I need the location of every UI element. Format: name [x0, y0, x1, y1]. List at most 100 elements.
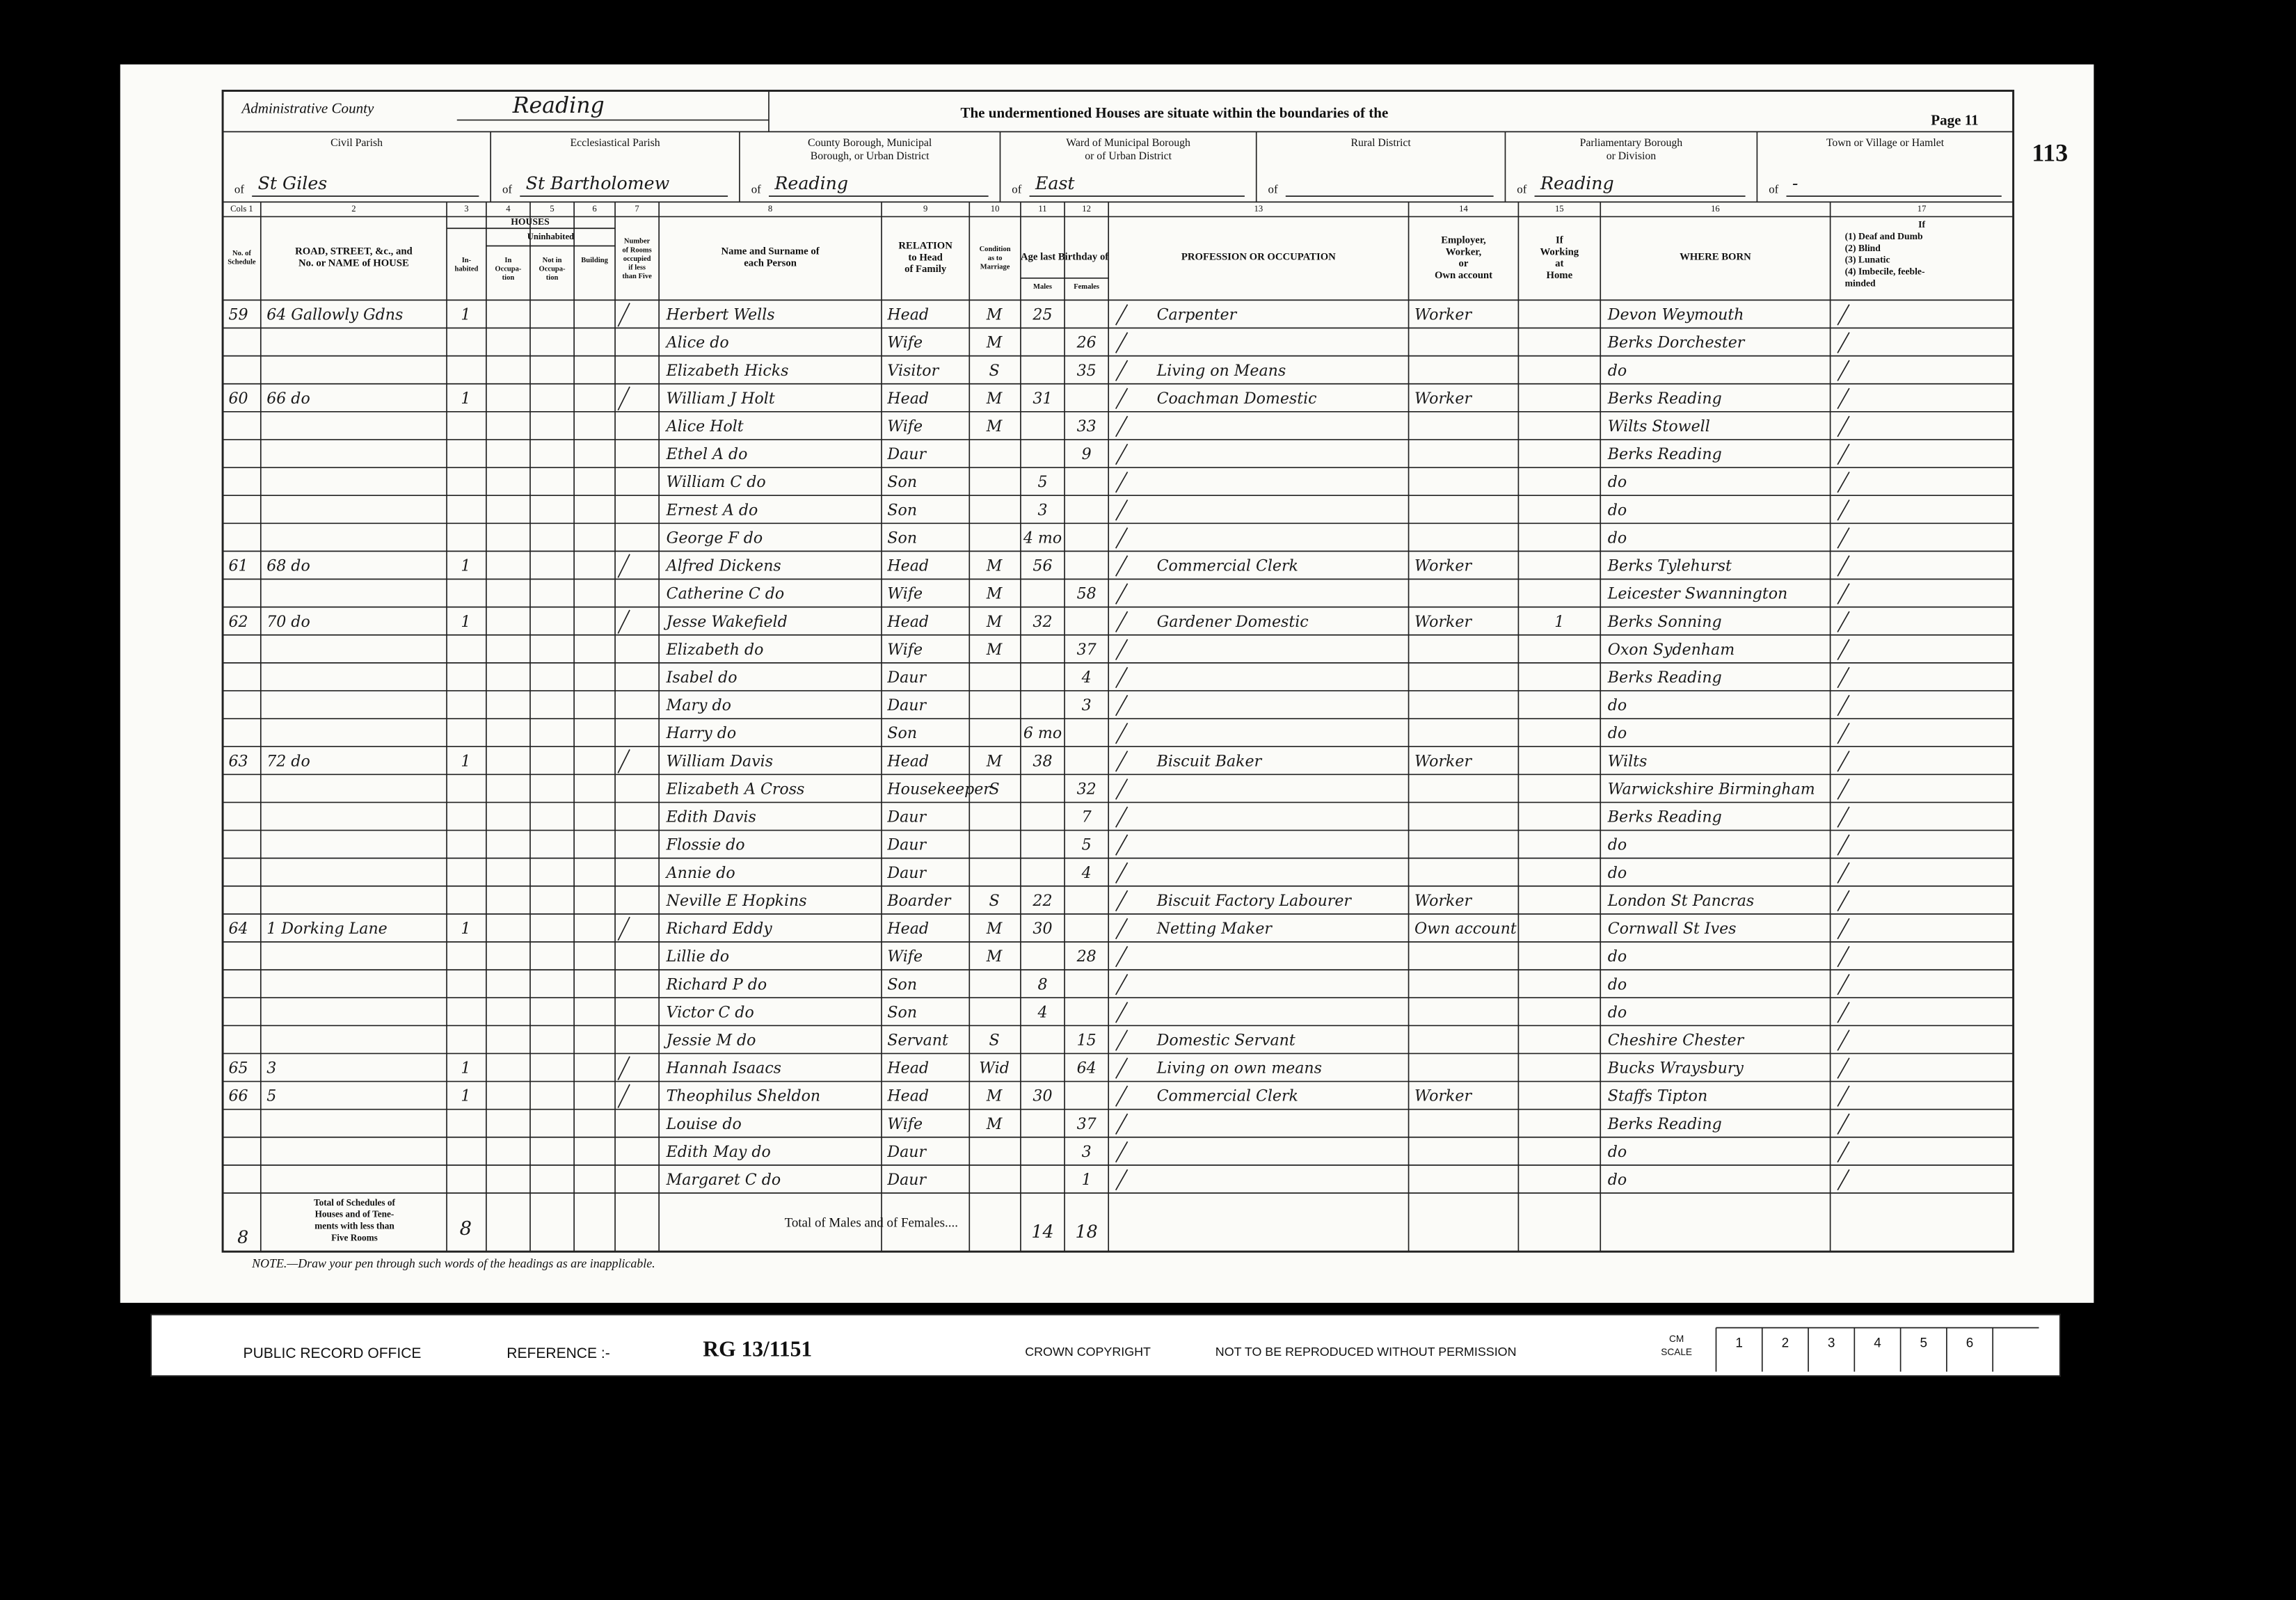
tick-mark [1115, 778, 1129, 800]
column-heading: Males [1033, 283, 1052, 291]
note: NOTE.—Draw your pen through such words o… [251, 1256, 655, 1270]
scale-label: SCALE [1661, 1347, 1692, 1357]
cell-condition: M [986, 1115, 1003, 1133]
cell-relation: Daur [886, 836, 927, 854]
district-label: Parliamentary Borough [1580, 137, 1683, 149]
district-of: of [1012, 182, 1021, 195]
cell-male: 31 [1033, 390, 1052, 408]
column-heading: Not in [543, 257, 562, 264]
district-label: Rural District [1350, 137, 1411, 149]
column-number: 7 [635, 204, 639, 214]
cell-sched: 62 [228, 613, 248, 631]
district-label: or Division [1607, 150, 1657, 162]
cell-condition: S [989, 892, 999, 910]
rooms-slash [617, 303, 630, 327]
column-heading: No. or NAME of HOUSE [298, 257, 409, 269]
cell-sched: 60 [228, 390, 248, 408]
cell-sched: 66 [228, 1087, 248, 1105]
district-value: Reading [774, 173, 848, 193]
cell-name: Margaret C do [666, 1171, 781, 1189]
cell-sched: 61 [228, 557, 248, 575]
tick-mark [1115, 555, 1129, 577]
column-heading: Occupa- [539, 266, 566, 273]
cell-name: Harry do [666, 724, 736, 742]
tick-mark [1837, 415, 1850, 438]
column-heading: to Head [908, 252, 943, 263]
tick-mark [1837, 918, 1850, 940]
cell-employer: Worker [1414, 390, 1472, 408]
column-heading: (2) Blind [1845, 243, 1881, 254]
cell-name: Jessie M do [664, 1031, 756, 1049]
tick-mark [1837, 1141, 1850, 1163]
cell-born: Berks Reading [1607, 808, 1722, 826]
tick-mark [1837, 1113, 1850, 1135]
column-heading: Employer, [1441, 234, 1486, 246]
tick-mark [1115, 583, 1129, 605]
column-heading: of Family [904, 264, 947, 275]
rooms-slash [617, 554, 630, 578]
cell-condition: M [986, 390, 1003, 408]
cell-relation: Servant [887, 1031, 948, 1049]
tick-mark [1115, 834, 1129, 856]
tick-mark [1115, 1057, 1129, 1079]
cell-born: Cheshire Chester [1608, 1031, 1745, 1049]
cell-female: 32 [1077, 780, 1097, 798]
cell-relation: Son [887, 473, 917, 491]
tick-mark [1837, 890, 1850, 912]
scale-number: 3 [1828, 1336, 1835, 1351]
cell-born: Oxon Sydenham [1608, 641, 1735, 659]
cell-relation: Head [886, 1087, 929, 1105]
cell-name: Ernest A do [666, 501, 758, 519]
tick-mark [1115, 304, 1129, 326]
column-number: 3 [464, 204, 468, 214]
cell-born: Berks Tylehurst [1607, 557, 1732, 575]
district-value: St Bartholomew [526, 173, 670, 193]
statement: The undermentioned Houses are situate wi… [960, 104, 1388, 121]
cell-name: Flossie do [666, 836, 745, 854]
cell-born: do [1608, 1143, 1627, 1161]
cell-condition: M [986, 417, 1003, 435]
cell-born: Berks Reading [1607, 669, 1722, 687]
cell-relation: Wife [887, 1115, 923, 1133]
tick-mark [1837, 945, 1850, 968]
district-label: Civil Parish [330, 137, 383, 149]
cell-relation: Daur [886, 864, 927, 882]
cell-relation: Son [887, 724, 917, 742]
cell-female: 64 [1077, 1059, 1097, 1078]
group-age: Age last Birthday of [1021, 252, 1109, 263]
cell-born: do [1608, 724, 1627, 742]
tick-mark [1115, 722, 1129, 744]
column-number: 2 [351, 204, 356, 214]
column-heading: (3) Lunatic [1845, 255, 1890, 266]
cell-name: Theophilus Sheldon [667, 1087, 820, 1105]
tick-mark [1115, 1085, 1129, 1107]
cell-born: Cornwall St Ives [1608, 920, 1737, 938]
cell-female: 58 [1077, 585, 1097, 603]
cell-name: Alice do [665, 334, 729, 352]
district-value: St Giles [258, 173, 328, 193]
cell-relation: Head [886, 613, 929, 631]
scale-number: 2 [1782, 1336, 1789, 1351]
column-heading: than Five [622, 273, 652, 280]
column-heading: Own account [1435, 270, 1492, 281]
tick-mark [1837, 1002, 1850, 1023]
cell-condition: S [989, 1031, 999, 1049]
column-number: Cols 1 [230, 204, 253, 214]
cell-born: Berks Reading [1607, 1115, 1722, 1133]
cell-name: Louise do [666, 1115, 742, 1133]
rooms-slash [617, 916, 630, 941]
cell-sched: 65 [228, 1059, 248, 1078]
strip-reference: RG 13/1151 [703, 1337, 812, 1361]
cell-road: 64 Gallowly Gdns [266, 306, 403, 324]
district-label: Town or Village or Hamlet [1826, 137, 1945, 149]
tick-mark [1115, 890, 1129, 912]
total-schedules: 8 [237, 1227, 248, 1247]
cell-condition: M [986, 334, 1003, 352]
cell-male: 22 [1032, 892, 1052, 910]
column-heading: In [504, 257, 511, 264]
column-number: 17 [1918, 204, 1927, 214]
cell-occupation: Netting Maker [1156, 920, 1273, 938]
column-heading: (4) Imbecile, feeble- [1845, 266, 1925, 278]
column-heading: Females [1074, 283, 1099, 291]
tick-mark [1837, 862, 1850, 883]
